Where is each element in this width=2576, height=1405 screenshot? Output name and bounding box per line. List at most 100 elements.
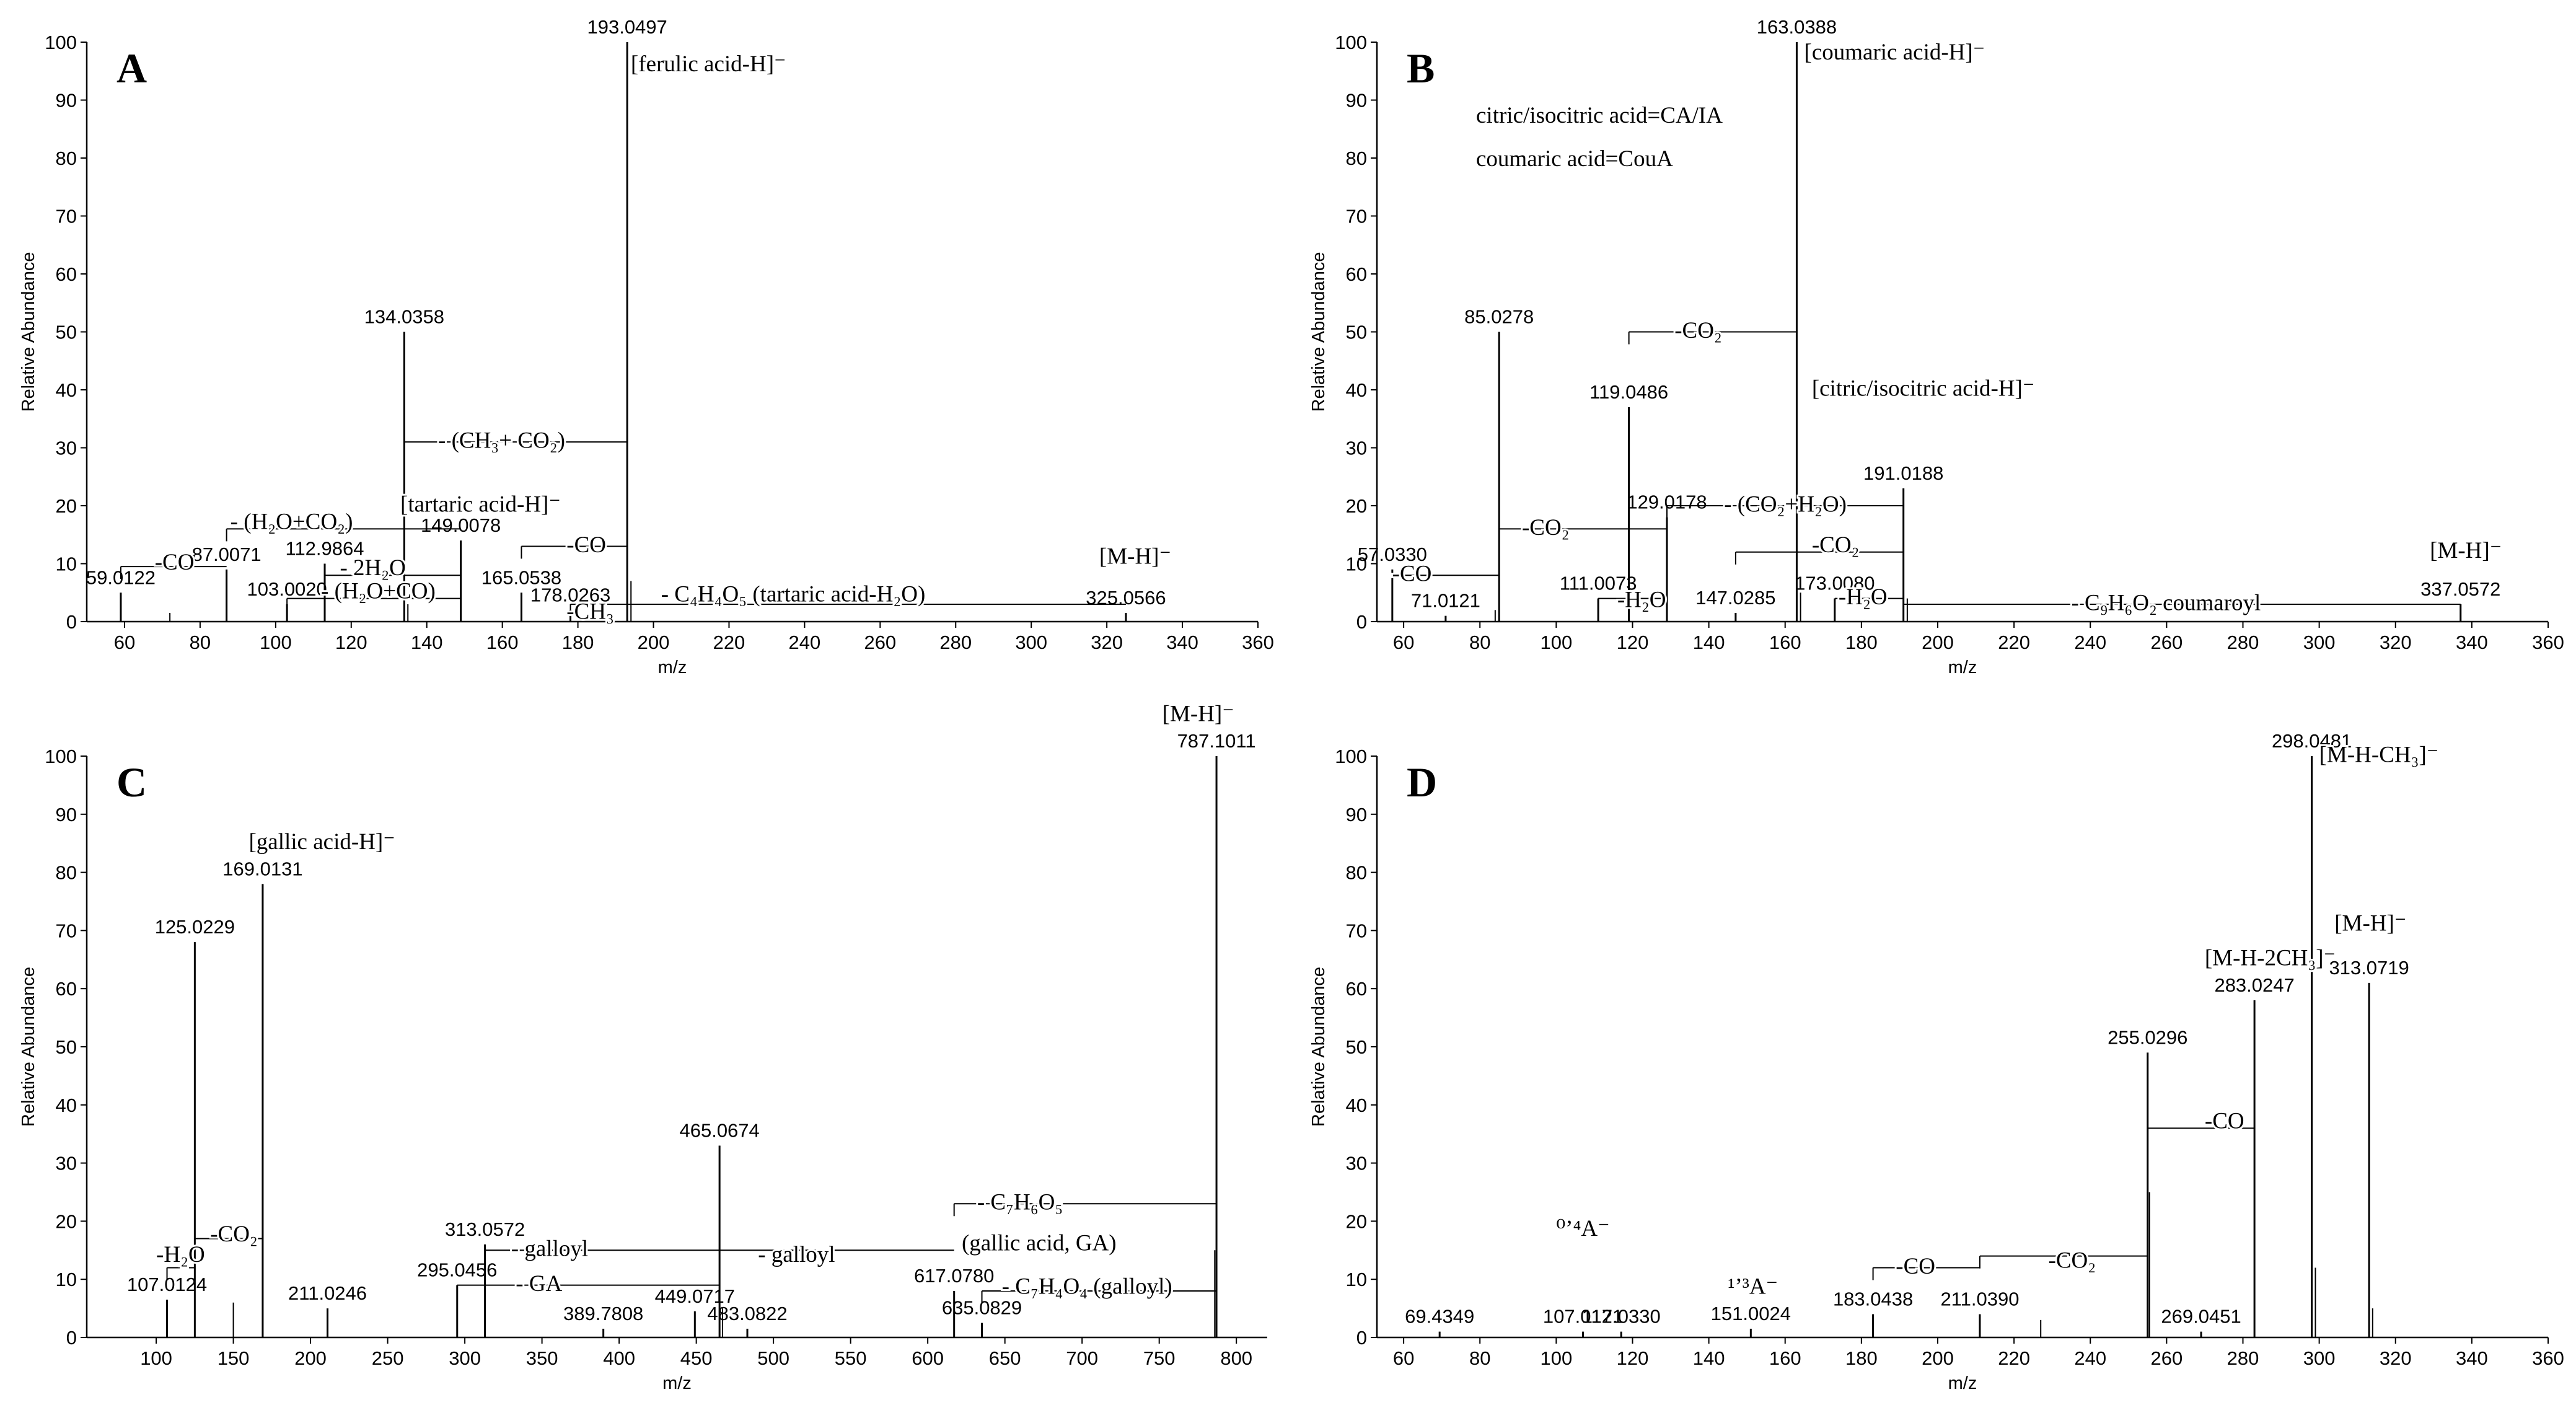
y-tick-label: 70 [1346, 920, 1367, 941]
y-tick-label: 90 [56, 804, 77, 826]
x-tick-label: 120 [1617, 1347, 1649, 1369]
annotation-label: - (H₂O+CO) [321, 579, 436, 604]
annotation-label: -CO [1896, 1254, 1935, 1279]
annotation-label: ⁰ʼ⁴A⁻ [1556, 1216, 1609, 1241]
peak-label: 283.0247 [2214, 974, 2294, 996]
y-tick-label: 30 [1346, 1153, 1367, 1174]
x-tick-label: 150 [218, 1347, 250, 1369]
panel-label: B [1407, 45, 1435, 92]
x-tick-label: 160 [1769, 1347, 1801, 1369]
annotation-label: (gallic acid, GA) [962, 1230, 1117, 1256]
y-tick-label: 100 [45, 32, 77, 53]
y-tick-label: 50 [1346, 322, 1367, 343]
x-tick-label: 550 [835, 1347, 867, 1369]
peak-label: 119.0486 [1589, 381, 1668, 403]
legend-line: citric/isocitric acid=CA/IA [1476, 103, 1723, 128]
y-tick-label: 70 [1346, 206, 1367, 227]
annotation-label: [M-H-2CH₃]⁻ [2205, 946, 2336, 971]
x-tick-label: 320 [1091, 632, 1123, 653]
x-tick-label: 350 [526, 1347, 558, 1369]
x-tick-label: 300 [2303, 632, 2336, 653]
annotation-label: [tartaric acid-H]⁻ [400, 491, 561, 517]
peak-label: 111.0073 [1560, 573, 1637, 594]
peak-label: 269.0451 [2161, 1306, 2241, 1328]
y-tick-label: 10 [1346, 1269, 1367, 1290]
y-axis-label: Relative Abundance [1309, 967, 1329, 1127]
y-tick-label: 80 [1346, 862, 1367, 884]
annotation-label: -CH₃ [566, 599, 614, 624]
y-tick-label: 60 [56, 978, 77, 1000]
x-tick-label: 300 [2303, 1347, 2336, 1369]
annotation-label: [M-H]⁻ [1099, 544, 1171, 570]
peak-label: 134.0358 [364, 306, 444, 328]
x-tick-label: 220 [1998, 1347, 2030, 1369]
x-tick-label: 220 [713, 632, 745, 653]
peak-label: 149.0078 [421, 514, 501, 536]
x-tick-label: 650 [989, 1347, 1021, 1369]
x-tick-label: 200 [294, 1347, 327, 1369]
y-tick-label: 50 [56, 1036, 77, 1058]
x-tick-label: 360 [2532, 1347, 2564, 1369]
annotation-label: [M-H]⁻ [1163, 702, 1234, 727]
y-tick-label: 20 [56, 495, 77, 517]
annotation-label: - galloyl [758, 1242, 835, 1267]
x-tick-label: 320 [2380, 1347, 2412, 1369]
x-tick-label: 120 [335, 632, 367, 653]
x-tick-label: 500 [757, 1347, 789, 1369]
annotation-label: - (H₂O+CO₂) [231, 509, 353, 534]
x-tick-label: 260 [864, 632, 896, 653]
annotation-label: -CO [566, 532, 606, 558]
x-tick-label: 300 [449, 1347, 481, 1369]
y-axis-label: Relative Abundance [19, 967, 38, 1127]
x-tick-label: 220 [1998, 632, 2030, 653]
peak-label: 112.9864 [286, 538, 364, 560]
peak-label: 69.4349 [1405, 1306, 1474, 1328]
peak-label: 295.0456 [417, 1259, 497, 1281]
x-tick-label: 100 [140, 1347, 172, 1369]
peak-label: 313.0719 [2329, 957, 2409, 979]
y-tick-label: 50 [1346, 1036, 1367, 1058]
x-tick-label: 600 [912, 1347, 944, 1369]
annotation-label: -CO₂ [210, 1222, 258, 1247]
x-tick-label: 450 [680, 1347, 713, 1369]
x-tick-label: 140 [411, 632, 443, 653]
annotation-label: - C₇H₄O₄ (galloyl) [1002, 1274, 1172, 1300]
x-tick-label: 180 [562, 632, 594, 653]
x-tick-label: 140 [1693, 1347, 1725, 1369]
x-tick-label: 320 [2380, 632, 2412, 653]
y-tick-label: 0 [66, 1327, 77, 1349]
y-tick-label: 60 [1346, 978, 1367, 1000]
y-tick-label: 10 [56, 553, 77, 575]
peak-label: 389.7808 [563, 1303, 643, 1324]
y-tick-label: 50 [56, 322, 77, 343]
y-axis-label: Relative Abundance [19, 252, 38, 412]
annotation-label: -CO [2205, 1108, 2244, 1134]
y-tick-label: 40 [56, 1094, 77, 1116]
x-tick-label: 60 [114, 632, 135, 653]
annotation-label: -CO [1392, 562, 1432, 587]
x-tick-label: 80 [190, 632, 211, 653]
x-tick-label: 260 [2150, 1347, 2183, 1369]
panel-label: A [116, 45, 147, 92]
annotation-label: -CO₂ [1674, 318, 1722, 343]
x-axis-label: m/z [662, 1373, 692, 1393]
peak-label: 117.0330 [1582, 1306, 1661, 1328]
annotation-label: [gallic acid-H]⁻ [248, 829, 395, 855]
annotation-label: [citric/isocitric acid-H]⁻ [1812, 376, 2035, 401]
y-tick-label: 20 [56, 1210, 77, 1232]
annotation-label: [ferulic acid-H]⁻ [631, 51, 786, 77]
annotation-label: - galloyl [511, 1236, 588, 1262]
y-tick-label: 20 [1346, 1210, 1367, 1232]
x-tick-label: 100 [260, 632, 292, 653]
x-tick-label: 60 [1393, 632, 1414, 653]
annotation-label: - (CO₂+H₂O) [1724, 491, 1847, 517]
peak-label: 178.0263 [530, 584, 610, 606]
x-tick-label: 120 [1617, 632, 1649, 653]
peak-label: 449.0717 [655, 1285, 735, 1307]
peak-label: 151.0024 [1711, 1303, 1791, 1324]
x-tick-label: 200 [638, 632, 670, 653]
annotation-label: - C₉H₆O₂ coumaroyl [2071, 590, 2261, 615]
x-tick-label: 80 [1469, 1347, 1490, 1369]
